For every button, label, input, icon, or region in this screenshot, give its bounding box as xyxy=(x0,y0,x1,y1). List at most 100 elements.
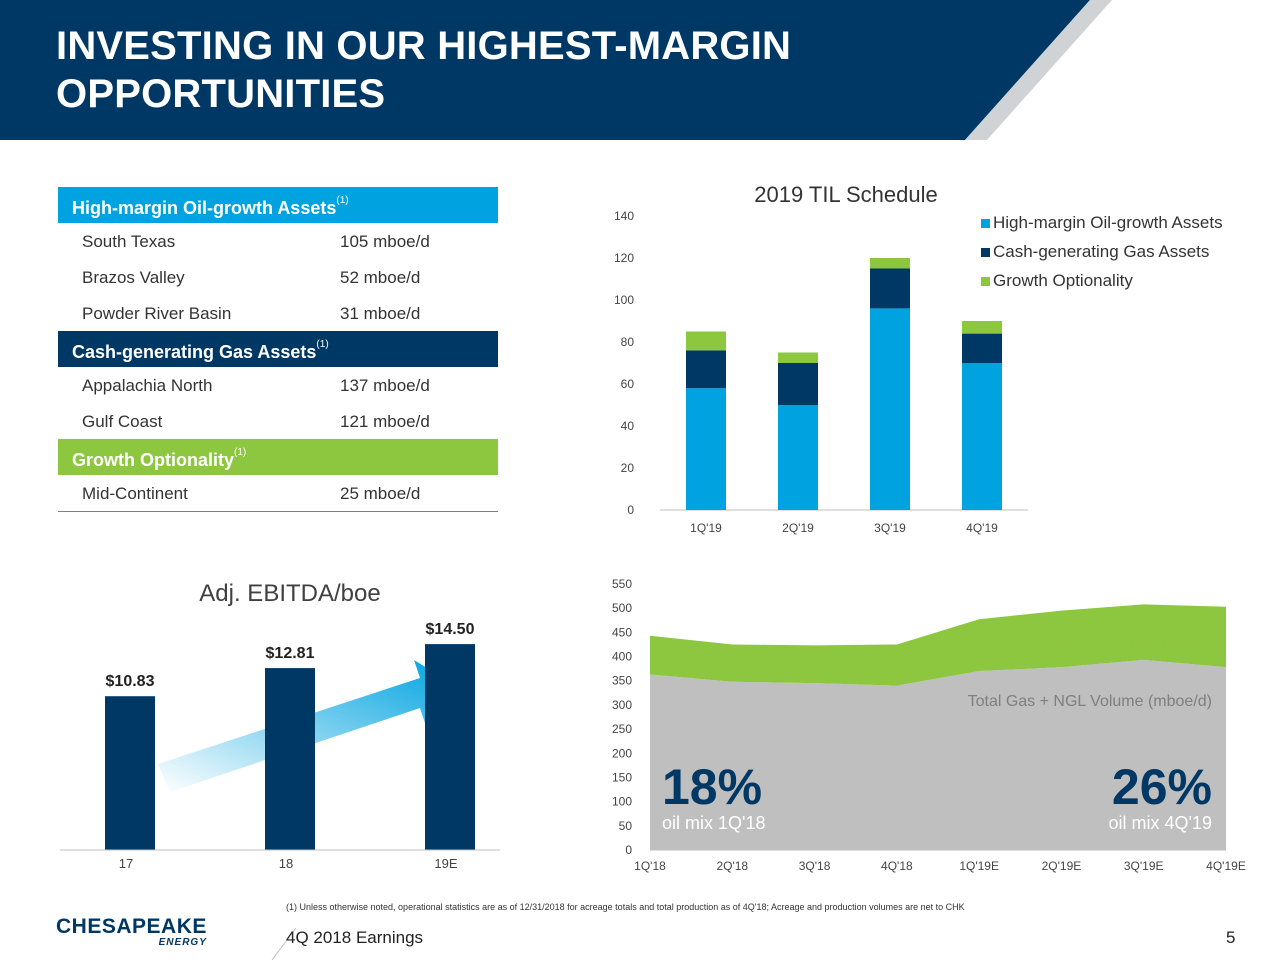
table-row: Brazos Valley 52 mboe/d xyxy=(58,259,498,295)
x-tick-label: 4Q'19 xyxy=(966,521,998,535)
asset-name: Brazos Valley xyxy=(82,268,185,288)
x-tick-label: 2Q'19 xyxy=(782,521,814,535)
y-tick-label: 150 xyxy=(612,770,632,784)
title-line-1: INVESTING IN OUR HIGHEST-MARGIN xyxy=(56,22,791,70)
bar xyxy=(265,668,315,850)
table-row: Powder River Basin 31 mboe/d xyxy=(58,295,498,331)
footnote-marker: (1) xyxy=(234,447,246,458)
legend-label: High-margin Oil-growth Assets xyxy=(993,213,1223,232)
bar-segment xyxy=(962,363,1002,510)
logo-subtitle: ENERGY xyxy=(56,938,207,948)
x-tick-label: 3Q'18 xyxy=(799,859,831,873)
asset-name: Powder River Basin xyxy=(82,304,231,324)
y-tick-label: 550 xyxy=(612,577,632,591)
y-tick-label: 200 xyxy=(612,746,632,760)
x-tick-label: 2Q'19E xyxy=(1042,859,1082,873)
x-tick-label: 3Q'19E xyxy=(1124,859,1164,873)
bar-segment xyxy=(962,334,1002,363)
bar-segment xyxy=(962,321,1002,334)
bar-segment xyxy=(778,353,818,364)
bar xyxy=(105,696,155,850)
legend-swatch xyxy=(981,277,990,286)
footnote-marker: (1) xyxy=(336,195,348,206)
y-tick-label: 100 xyxy=(614,293,634,307)
data-label: $14.50 xyxy=(426,621,475,638)
x-tick-label: 2Q'18 xyxy=(716,859,748,873)
bar-segment xyxy=(778,405,818,510)
x-tick-label: 4Q'19E xyxy=(1206,859,1246,873)
asset-value: 52 mboe/d xyxy=(340,268,420,288)
table-row: Mid-Continent 25 mboe/d xyxy=(58,475,498,512)
legend-swatch xyxy=(981,248,990,257)
legend-swatch xyxy=(981,219,990,228)
asset-name: South Texas xyxy=(82,232,175,252)
bar-segment xyxy=(778,363,818,405)
production-volume-chart: 0 50 100 150 200 250 300 350 400 450 500 550 1Q'18 2Q… xyxy=(590,570,1270,880)
x-tick-label: 17 xyxy=(119,856,133,871)
table-row: South Texas 105 mboe/d xyxy=(58,223,498,259)
group-header-label: Growth Optionality xyxy=(72,450,234,470)
asset-name: Mid-Continent xyxy=(82,484,188,504)
x-tick-label: 1Q'19 xyxy=(690,521,722,535)
legend-label: Growth Optionality xyxy=(993,271,1133,290)
oil-mix-4q19-percent: 26% xyxy=(1112,759,1212,815)
y-tick-label: 400 xyxy=(612,650,632,664)
table-row: Gulf Coast 121 mboe/d xyxy=(58,403,498,439)
x-tick-label: 3Q'19 xyxy=(874,521,906,535)
x-tick-label: 19E xyxy=(434,856,457,871)
assets-table: High-margin Oil-growth Assets(1) South T… xyxy=(58,187,498,512)
asset-value: 31 mboe/d xyxy=(340,304,420,324)
x-tick-label: 1Q'18 xyxy=(634,859,666,873)
logo-wordmark: CHESAPEAKE xyxy=(56,916,207,938)
page-title: INVESTING IN OUR HIGHEST-MARGIN OPPORTUN… xyxy=(56,22,791,118)
bar-segment xyxy=(870,308,910,510)
y-tick-label: 80 xyxy=(621,335,635,349)
data-label: $10.83 xyxy=(106,673,155,690)
bar-segment xyxy=(686,388,726,510)
footnote-marker: (1) xyxy=(316,339,328,350)
legend-label: Cash-generating Gas Assets xyxy=(993,242,1209,261)
bar-segment xyxy=(870,269,910,309)
series-label-gas: Total Gas + NGL Volume (mboe/d) xyxy=(968,693,1212,710)
bar-segment xyxy=(870,258,910,269)
oil-mix-1q18-percent: 18% xyxy=(662,759,762,815)
y-tick-label: 40 xyxy=(621,419,635,433)
group-header-cash-gas: Cash-generating Gas Assets(1) xyxy=(58,331,498,367)
y-tick-label: 60 xyxy=(621,377,635,391)
title-line-2: OPPORTUNITIES xyxy=(56,70,791,118)
x-tick-label: 18 xyxy=(279,856,293,871)
group-header-oil-growth: High-margin Oil-growth Assets(1) xyxy=(58,187,498,223)
data-label: $12.81 xyxy=(266,645,315,662)
footnote: (1) Unless otherwise noted, operational … xyxy=(286,902,965,912)
y-tick-label: 50 xyxy=(619,819,633,833)
oil-mix-1q18-label: oil mix 1Q'18 xyxy=(662,813,765,833)
asset-value: 137 mboe/d xyxy=(340,376,430,396)
y-tick-label: 120 xyxy=(614,251,634,265)
header-banner: INVESTING IN OUR HIGHEST-MARGIN OPPORTUN… xyxy=(0,0,1280,140)
y-tick-label: 0 xyxy=(627,503,634,517)
group-header-label: High-margin Oil-growth Assets xyxy=(72,198,336,218)
y-tick-label: 500 xyxy=(612,601,632,615)
y-tick-label: 20 xyxy=(621,461,635,475)
x-tick-label: 1Q'19E xyxy=(959,859,999,873)
y-tick-label: 350 xyxy=(612,674,632,688)
group-header-label: Cash-generating Gas Assets xyxy=(72,342,316,362)
y-tick-label: 140 xyxy=(614,209,634,223)
footer-label: 4Q 2018 Earnings xyxy=(286,928,423,948)
y-tick-label: 100 xyxy=(612,795,632,809)
y-tick-label: 450 xyxy=(612,625,632,639)
table-row: Appalachia North 137 mboe/d xyxy=(58,367,498,403)
bar xyxy=(425,644,475,850)
y-tick-label: 250 xyxy=(612,722,632,736)
oil-mix-4q19-label: oil mix 4Q'19 xyxy=(1109,813,1212,833)
asset-value: 105 mboe/d xyxy=(340,232,430,252)
bar-segment xyxy=(686,332,726,351)
y-tick-label: 0 xyxy=(625,843,632,857)
group-header-growth-optionality: Growth Optionality(1) xyxy=(58,439,498,475)
bar-segment xyxy=(686,350,726,388)
asset-name: Gulf Coast xyxy=(82,412,162,432)
til-schedule-chart: 2019 TIL Schedule 0 20 40 60 80 100 120 140 1Q'19… xyxy=(600,170,1260,550)
series-label-oil: Total Oil Volume (mbo/d) xyxy=(1037,633,1212,650)
y-tick-label: 300 xyxy=(612,698,632,712)
chart-title: 2019 TIL Schedule xyxy=(754,182,937,207)
